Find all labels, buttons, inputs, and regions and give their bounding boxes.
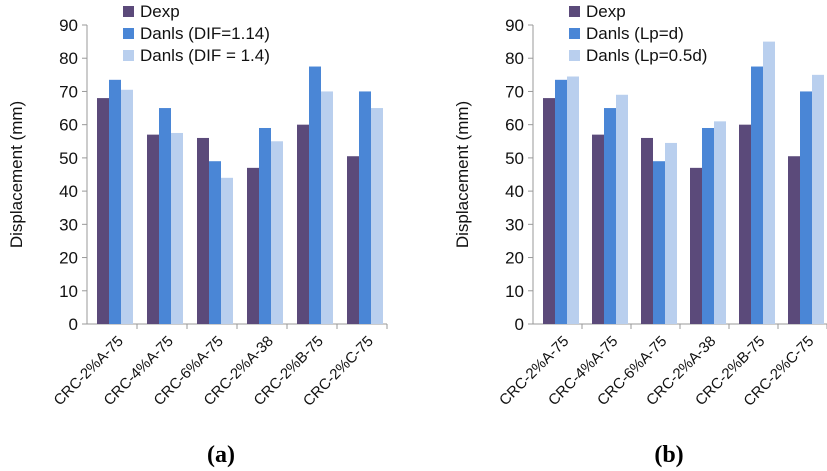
y-tick-label: 70 — [505, 82, 524, 101]
legend-swatch — [123, 50, 134, 61]
bar-1-3 — [197, 137, 209, 324]
bar-1-6 — [788, 156, 800, 324]
y-tick-label: 40 — [59, 182, 78, 201]
legend-label: Danls (Lp=d) — [586, 24, 684, 43]
bar-3-6 — [812, 74, 824, 324]
legend-label: Dexp — [140, 2, 180, 21]
bar-3-2 — [171, 132, 183, 324]
bar-2-6 — [800, 91, 812, 324]
y-tick-label: 70 — [59, 82, 78, 101]
bar-3-5 — [763, 41, 775, 324]
legend-label: Dexp — [586, 2, 626, 21]
bar-3-4 — [271, 141, 283, 324]
y-tick-label: 30 — [505, 215, 524, 234]
bar-1-6 — [347, 156, 359, 324]
bar-2-4 — [702, 127, 714, 324]
bar-3-5 — [321, 91, 333, 324]
y-tick-label: 0 — [69, 315, 78, 334]
bar-1-1 — [97, 98, 109, 324]
bar-3-6 — [371, 108, 383, 324]
bar-3-3 — [665, 142, 677, 324]
bar-2-2 — [604, 108, 616, 324]
y-tick-label: 0 — [515, 315, 524, 334]
legend-swatch — [569, 6, 580, 17]
bar-2-5 — [309, 66, 321, 325]
y-tick-label: 30 — [59, 215, 78, 234]
y-tick-label: 20 — [505, 249, 524, 268]
bar-1-3 — [641, 137, 653, 324]
y-tick-label: 20 — [59, 249, 78, 268]
y-tick-label: 50 — [59, 149, 78, 168]
legend-label: Danls (DIF=1.14) — [140, 24, 270, 43]
y-tick-label: 60 — [505, 116, 524, 135]
bar-1-5 — [297, 124, 309, 325]
y-tick-label: 50 — [505, 149, 524, 168]
bar-1-4 — [690, 167, 702, 324]
bar-2-6 — [359, 91, 371, 324]
bar-2-5 — [751, 66, 763, 325]
panel-label: (a) — [207, 442, 235, 468]
legend-swatch — [569, 28, 580, 39]
bar-1-4 — [247, 167, 259, 324]
bar-3-1 — [121, 89, 133, 325]
y-axis-label: Displacement (mm) — [7, 101, 26, 248]
bar-3-1 — [567, 76, 579, 324]
legend-label: Danls (DIF = 1.4) — [140, 46, 270, 65]
bar-3-3 — [221, 177, 233, 324]
bar-2-4 — [259, 127, 271, 324]
bar-1-5 — [739, 124, 751, 325]
bar-2-3 — [209, 161, 221, 324]
bar-2-1 — [555, 79, 567, 324]
bar-3-2 — [616, 94, 628, 325]
y-tick-label: 10 — [505, 282, 524, 301]
bar-1-2 — [147, 134, 159, 324]
y-tick-label: 10 — [59, 282, 78, 301]
bar-2-1 — [109, 79, 121, 324]
legend-swatch — [123, 28, 134, 39]
panel-label: (b) — [654, 442, 683, 468]
bar-3-4 — [714, 121, 726, 324]
y-tick-label: 60 — [59, 116, 78, 135]
legend-label: Danls (Lp=0.5d) — [586, 46, 707, 65]
bar-1-1 — [543, 98, 555, 324]
y-tick-label: 90 — [59, 16, 78, 35]
y-axis-label: Displacement (mm) — [453, 101, 472, 248]
legend-swatch — [123, 6, 134, 17]
y-tick-label: 80 — [505, 49, 524, 68]
y-tick-label: 40 — [505, 182, 524, 201]
y-tick-label: 90 — [505, 16, 524, 35]
bar-1-2 — [592, 134, 604, 324]
bar-2-2 — [159, 108, 171, 324]
legend-swatch — [569, 50, 580, 61]
bar-2-3 — [653, 161, 665, 324]
y-tick-label: 80 — [59, 49, 78, 68]
